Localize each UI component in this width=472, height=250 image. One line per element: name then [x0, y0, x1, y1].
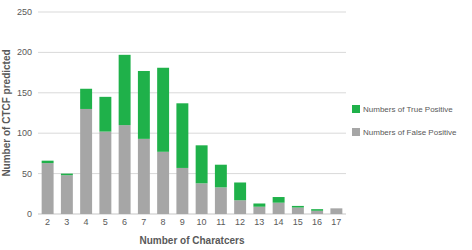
x-tick-label: 9 [180, 217, 185, 227]
legend-label: Numbers of False Positive [363, 128, 457, 137]
x-tick-label: 8 [161, 217, 166, 227]
bar [292, 206, 304, 208]
y-tick-label: 150 [17, 88, 32, 98]
legend-swatch [352, 105, 360, 113]
bar [253, 207, 265, 214]
bar [253, 203, 265, 206]
bar [42, 161, 54, 163]
x-tick-label: 15 [293, 217, 303, 227]
bar [330, 208, 342, 209]
bar [234, 200, 246, 214]
bar [99, 97, 111, 132]
x-axis-title: Number of Charatcers [139, 235, 244, 246]
bar [138, 139, 150, 214]
bar [119, 55, 131, 125]
x-tick-label: 4 [84, 217, 89, 227]
chart: 0 50 100 150 200 250 2 3 4 5 6 7 8 9 10 11 12 13 14 15 16 17 N… [0, 0, 472, 250]
y-tick-label: 50 [22, 169, 32, 179]
bar [273, 203, 285, 214]
bar [80, 109, 92, 214]
bar [292, 208, 304, 214]
legend-label: Numbers of True Positive [363, 105, 453, 114]
x-tick-label: 7 [141, 217, 146, 227]
bar [99, 132, 111, 214]
bar [138, 71, 150, 139]
y-tick-label: 100 [17, 128, 32, 138]
bar [157, 68, 169, 152]
legend-swatch [352, 128, 360, 136]
x-tick-label: 2 [45, 217, 50, 227]
bar [311, 211, 323, 214]
x-tick-label: 3 [64, 217, 69, 227]
x-tick-label: 6 [122, 217, 127, 227]
bar [42, 163, 54, 214]
bar [234, 182, 246, 200]
grid-line [38, 52, 346, 53]
bar [215, 165, 227, 188]
y-tick-label: 200 [17, 47, 32, 57]
bar [80, 89, 92, 109]
grid-line [38, 12, 346, 13]
bar [330, 208, 342, 214]
bar [176, 168, 188, 214]
y-tick-label: 250 [17, 7, 32, 17]
bar [196, 183, 208, 214]
bar [61, 175, 73, 214]
bar [311, 209, 323, 211]
bar [119, 125, 131, 214]
x-tick-label: 13 [254, 217, 264, 227]
x-tick-label: 10 [197, 217, 207, 227]
bar [157, 152, 169, 214]
x-tick-label: 5 [103, 217, 108, 227]
y-tick-label: 0 [27, 209, 32, 219]
x-tick-label: 14 [274, 217, 284, 227]
bars [42, 55, 343, 214]
bar [215, 187, 227, 214]
x-tick-label: 12 [235, 217, 245, 227]
x-tick-label: 16 [312, 217, 322, 227]
bar [196, 145, 208, 183]
bar [176, 103, 188, 168]
bar [273, 197, 285, 203]
x-tick-label: 11 [216, 217, 225, 227]
x-tick-label: 17 [331, 217, 341, 227]
y-axis-title: Number of CTCF predicted [1, 49, 12, 176]
bar [61, 174, 73, 176]
